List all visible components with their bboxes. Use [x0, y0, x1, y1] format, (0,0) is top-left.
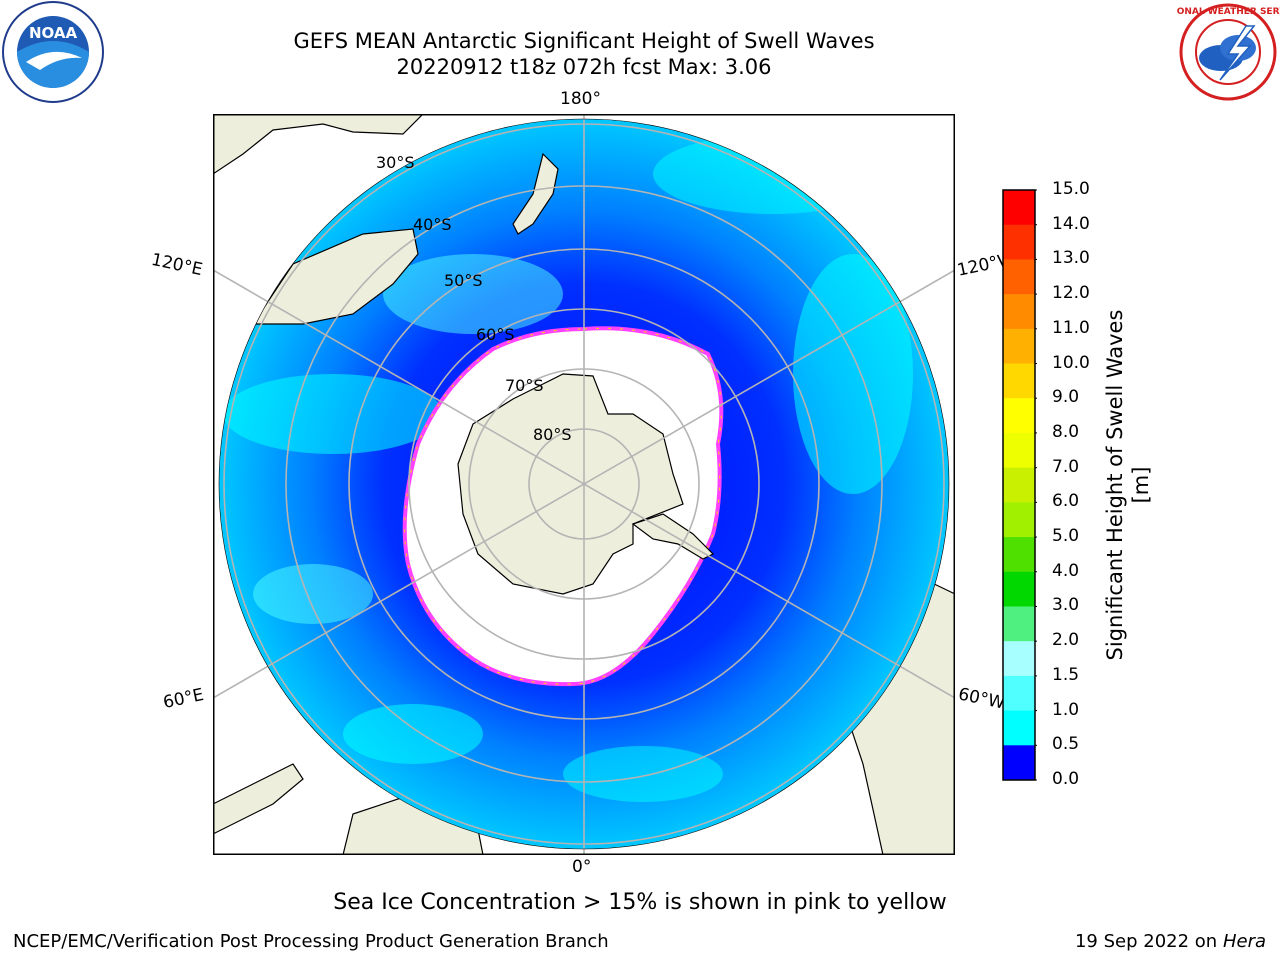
- colorbar-swatch: [1003, 571, 1035, 607]
- colorbar-tick-label: 14.0: [1052, 213, 1090, 234]
- chart-title: GEFS MEAN Antarctic Significant Height o…: [293, 29, 875, 53]
- colorbar-tick-label: 13.0: [1052, 248, 1090, 269]
- colorbar-swatch: [1003, 467, 1035, 503]
- nws-logo: NATIONAL WEATHER SERVICE: [1176, 3, 1280, 101]
- land-antarctica: [457, 373, 684, 595]
- colorbar-swatch: [1003, 190, 1035, 226]
- colorbar-tick-label: 15.0: [1052, 179, 1090, 199]
- colorbar: [1002, 189, 1037, 781]
- colorbar-swatch: [1003, 328, 1035, 365]
- lat-label-30s: 30°S: [376, 153, 415, 172]
- footer-host: Hera: [1222, 931, 1266, 952]
- lon-label-180: 180°: [560, 89, 601, 109]
- colorbar-tick-label: 9.0: [1052, 387, 1080, 408]
- footer-credit: NCEP/EMC/Verification Post Processing Pr…: [13, 931, 609, 952]
- svg-text:NATIONAL WEATHER SERVICE: NATIONAL WEATHER SERVICE: [1176, 7, 1280, 17]
- land-new-zealand: [512, 152, 559, 235]
- svg-text:NOAA: NOAA: [29, 24, 78, 42]
- noaa-logo: NOAA: [2, 1, 104, 103]
- colorbar-tick-label: 8.0: [1052, 421, 1080, 442]
- meridians: [214, 115, 954, 854]
- lat-label-60s: 60°S: [476, 325, 515, 344]
- colorbar-tick-label: 0.0: [1052, 769, 1080, 789]
- colorbar-tick-label: 11.0: [1052, 317, 1090, 338]
- land-madagascar: [214, 763, 304, 835]
- colorbar-tick-label: 3.0: [1052, 595, 1080, 616]
- colorbar-tick-label: 1.0: [1052, 699, 1080, 720]
- lat-label-80s: 80°S: [533, 425, 572, 444]
- colorbar-tick-label: 5.0: [1052, 526, 1080, 547]
- colorbar-tick-label: 6.0: [1052, 491, 1080, 512]
- colorbar-swatch: [1003, 745, 1035, 781]
- colorbar-tick-label: 12.0: [1052, 283, 1090, 304]
- colorbar-swatch: [1003, 710, 1035, 746]
- polar-map: [213, 114, 955, 855]
- colorbar-tick-label: 7.0: [1052, 456, 1080, 477]
- colorbar-swatch: [1003, 398, 1035, 434]
- colorbar-swatch: [1003, 606, 1035, 642]
- colorbar-swatch: [1003, 432, 1035, 469]
- lon-label-120e: 120°E: [149, 249, 205, 281]
- colorbar-swatch: [1003, 224, 1035, 260]
- colorbar-tick-label: 4.0: [1052, 560, 1080, 581]
- lat-label-70s: 70°S: [505, 376, 544, 395]
- colorbar-tick-label: 2.0: [1052, 630, 1080, 651]
- lon-label-0: 0°: [572, 857, 592, 877]
- colorbar-tick-label: 10.0: [1052, 352, 1090, 373]
- colorbar-swatch: [1003, 502, 1035, 538]
- footer-date: 19 Sep 2022 on Hera: [1074, 931, 1266, 952]
- colorbar-swatch: [1003, 363, 1035, 399]
- colorbar-swatch: [1003, 641, 1035, 677]
- colorbar-swatch: [1003, 537, 1035, 573]
- colorbar-swatch: [1003, 259, 1035, 295]
- lat-label-40s: 40°S: [413, 215, 452, 234]
- sea-ice-note: Sea Ice Concentration > 15% is shown in …: [333, 890, 947, 915]
- colorbar-swatch: [1003, 675, 1035, 712]
- colorbar-tick-label: 0.5: [1052, 734, 1080, 755]
- lat-label-50s: 50°S: [444, 271, 483, 290]
- lon-label-60w: 60°W: [956, 684, 1007, 714]
- lon-label-60e: 60°E: [161, 684, 206, 714]
- land-australia: [214, 115, 423, 175]
- chart-subtitle: 20220912 t18z 072h fcst Max: 3.06: [396, 55, 772, 79]
- colorbar-swatch: [1003, 294, 1035, 330]
- colorbar-tick-label: 1.5: [1052, 664, 1080, 685]
